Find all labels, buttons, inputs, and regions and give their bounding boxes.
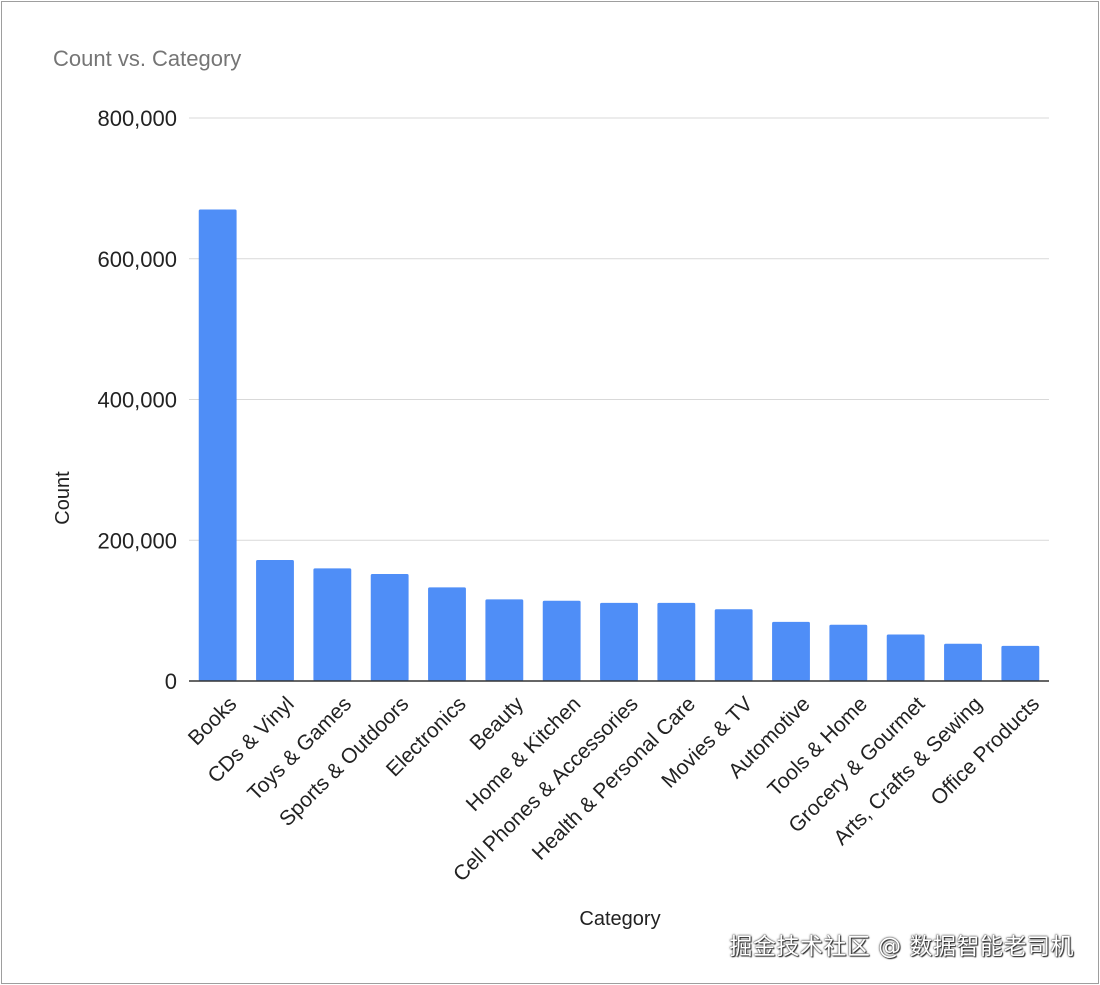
y-axis-label: Count — [52, 471, 74, 525]
bars — [189, 209, 1049, 682]
y-tick-label: 200,000 — [97, 528, 177, 553]
bar — [198, 209, 237, 682]
bar — [485, 599, 524, 681]
bar — [772, 621, 810, 681]
bar — [886, 634, 925, 681]
bar — [829, 624, 868, 681]
bar — [1001, 645, 1040, 681]
bar — [600, 602, 638, 681]
y-tick-label: 600,000 — [97, 247, 177, 272]
grid-lines — [189, 117, 1049, 541]
x-tick-label: Toys & Games — [243, 692, 356, 805]
y-tick-labels: 0 200,000 400,000 600,000 800,000 — [97, 106, 177, 694]
bar — [370, 574, 409, 681]
watermark: 掘金技术社区 @ 数据智能老司机 — [729, 934, 1074, 960]
x-tick-label: Tools & Home — [763, 692, 872, 801]
x-axis-label: Category — [579, 908, 660, 930]
y-tick-label: 0 — [165, 669, 177, 694]
bar — [944, 643, 982, 681]
bar — [657, 602, 696, 681]
bar — [428, 587, 466, 681]
y-tick-label: 800,000 — [97, 106, 177, 131]
bar — [714, 609, 753, 681]
chart-title: Count vs. Category — [53, 46, 242, 71]
bar — [542, 600, 581, 681]
bar — [313, 568, 352, 681]
y-tick-label: 400,000 — [97, 388, 177, 413]
bar — [256, 559, 294, 681]
